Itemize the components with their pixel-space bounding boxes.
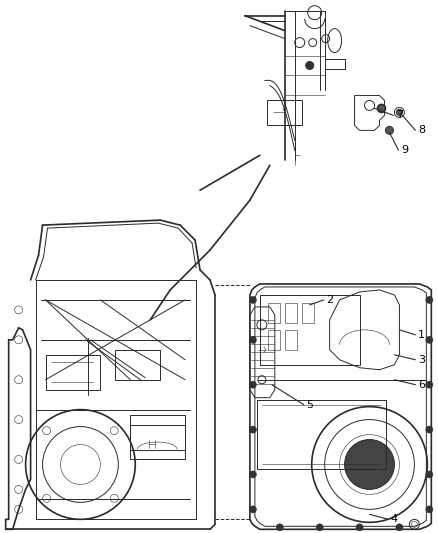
- Circle shape: [306, 61, 314, 69]
- Circle shape: [426, 471, 433, 478]
- Circle shape: [426, 381, 433, 388]
- Text: 2: 2: [326, 295, 333, 305]
- Text: 8: 8: [418, 125, 425, 135]
- Circle shape: [385, 126, 393, 134]
- Circle shape: [249, 426, 256, 433]
- Bar: [260, 295, 360, 365]
- Circle shape: [356, 524, 363, 531]
- Text: 1: 1: [418, 330, 425, 340]
- Circle shape: [396, 524, 403, 531]
- Circle shape: [249, 381, 256, 388]
- Bar: [285, 303, 297, 323]
- Text: 6: 6: [418, 379, 425, 390]
- Circle shape: [249, 471, 256, 478]
- Bar: [115, 350, 160, 379]
- Circle shape: [276, 524, 283, 531]
- Circle shape: [249, 336, 256, 343]
- Bar: [268, 303, 280, 323]
- Text: 5: 5: [306, 400, 313, 410]
- Bar: [257, 400, 386, 470]
- Circle shape: [426, 296, 433, 303]
- Circle shape: [426, 506, 433, 513]
- Bar: [130, 415, 185, 449]
- Bar: [130, 425, 185, 459]
- Bar: [302, 303, 314, 323]
- Bar: [46, 355, 100, 390]
- Text: 4: 4: [391, 514, 398, 524]
- Text: 3: 3: [418, 355, 425, 365]
- Circle shape: [378, 104, 385, 112]
- Circle shape: [249, 506, 256, 513]
- Bar: [268, 330, 280, 350]
- Bar: [285, 330, 297, 350]
- Text: 7: 7: [396, 110, 403, 120]
- Circle shape: [345, 440, 395, 489]
- Circle shape: [426, 336, 433, 343]
- Circle shape: [396, 109, 403, 116]
- Circle shape: [316, 524, 323, 531]
- Circle shape: [249, 296, 256, 303]
- Circle shape: [426, 426, 433, 433]
- Text: 9: 9: [401, 146, 408, 155]
- Bar: [267, 100, 302, 125]
